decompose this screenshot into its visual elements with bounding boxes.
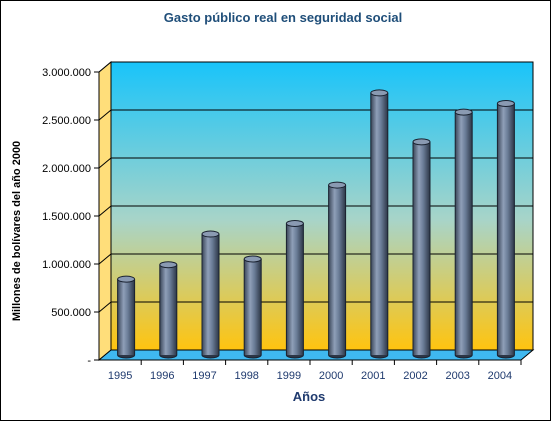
bar-top (454, 108, 473, 116)
bar-1996 (159, 261, 178, 359)
bar-body (286, 223, 304, 355)
gridline-side (98, 61, 112, 73)
bar-2003 (454, 108, 473, 359)
bar-outline (412, 141, 431, 359)
bar-top (370, 89, 389, 97)
y-axis-label: Millones de bolívares del año 2000 (11, 141, 23, 321)
bar-2000 (328, 181, 347, 359)
bar-outline (243, 259, 262, 359)
bar-outline (285, 223, 304, 359)
x-tick-label-1995: 1995 (108, 370, 132, 382)
x-tick-label-1996: 1996 (150, 370, 174, 382)
x-tick-label-2000: 2000 (319, 370, 343, 382)
gridline-side (98, 253, 112, 265)
x-tick-label-1998: 1998 (234, 370, 258, 382)
y-tick-label: 3.000.000 (42, 67, 91, 79)
gridline-side (98, 157, 112, 169)
bar-top (496, 99, 515, 107)
bar-top (328, 181, 347, 189)
bar-top (285, 219, 304, 227)
bar-top (412, 138, 431, 146)
y-tick-label: - (87, 355, 91, 367)
gridline-side (98, 109, 112, 121)
bar-2004 (496, 99, 515, 359)
bar-outline (370, 92, 389, 359)
plot-area: - 500.000 1.000.000 1.500.000 2.000.000 2.500… (42, 60, 535, 382)
bar-outline (117, 279, 136, 359)
x-axis-label: Años (293, 389, 326, 404)
bar-outline (328, 185, 347, 359)
bar-body (370, 92, 388, 356)
bar-body (117, 279, 135, 355)
bar-top (243, 255, 262, 263)
bar-top (117, 275, 136, 283)
chart-title: Gasto público real en seguridad social (164, 10, 402, 25)
bar-2002 (412, 138, 431, 359)
bar-outline (496, 103, 515, 359)
x-tick-label-2004: 2004 (488, 370, 512, 382)
bar-body (328, 185, 346, 355)
bar-body (159, 264, 177, 355)
y-tick-label: 500.000 (51, 307, 91, 319)
bar-outline (201, 234, 220, 359)
bar-body (497, 103, 515, 355)
bar-1997 (201, 230, 220, 359)
bar-1998 (243, 255, 262, 359)
y-tick-label: 2.000.000 (42, 163, 91, 175)
bar-body (413, 141, 430, 355)
bar-top (159, 261, 178, 269)
bar-1995 (117, 275, 136, 359)
x-tick-label-2001: 2001 (361, 370, 385, 382)
bar-1999 (285, 219, 304, 359)
bar-outline (159, 264, 178, 359)
x-tick-label-2002: 2002 (403, 370, 427, 382)
bar-top (201, 230, 220, 238)
gridline-side (98, 205, 112, 217)
bar-body (202, 234, 219, 355)
y-tick-label: 2.500.000 (42, 115, 91, 127)
x-tick-label-1999: 1999 (277, 370, 301, 382)
x-tick-label-1997: 1997 (192, 370, 216, 382)
bar-2001 (370, 89, 389, 359)
y-tick-label: 1.500.000 (42, 211, 91, 223)
bar-outline (454, 112, 473, 359)
gridline-side (98, 301, 112, 313)
bar-body (455, 112, 473, 356)
x-tick-label-2003: 2003 (445, 370, 469, 382)
y-tick-label: 1.000.000 (42, 259, 91, 271)
bar-body (244, 259, 262, 355)
